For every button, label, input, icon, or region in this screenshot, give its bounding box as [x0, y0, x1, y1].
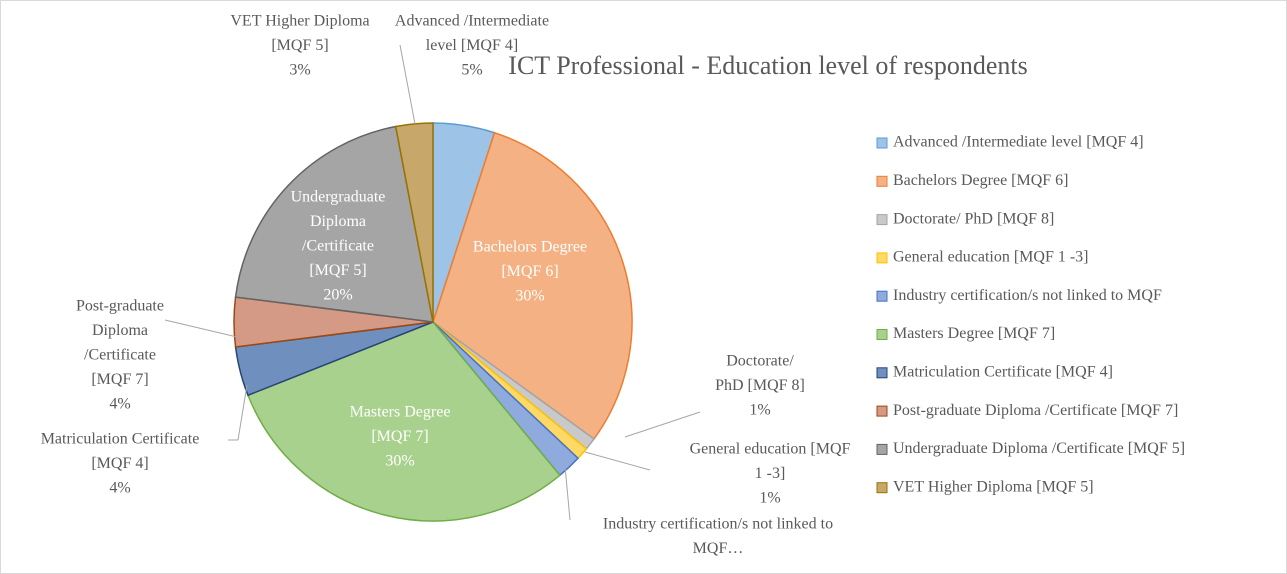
leader-line: [237, 384, 248, 441]
legend-swatch: [876, 329, 888, 340]
data-label: [MQF 5]: [271, 37, 328, 54]
data-label-value: 4%: [109, 480, 130, 497]
data-label: Diploma: [92, 322, 148, 339]
legend-label: Industry certification/s not linked to M…: [893, 287, 1162, 304]
data-label: Doctorate/: [726, 353, 794, 370]
pie-slice: [394, 122, 434, 323]
data-label-value: 4%: [109, 396, 130, 413]
data-label: Post-graduate: [76, 298, 164, 315]
leader-line: [584, 451, 651, 471]
data-label: [MQF 4]: [91, 455, 148, 472]
legend-label: Undergraduate Diploma /Certificate [MQF …: [893, 440, 1185, 457]
data-label: Industry certification/s not linked to: [603, 516, 833, 533]
legend-label: General education [MQF 1 -3]: [893, 249, 1089, 266]
legend-swatch: [876, 137, 888, 149]
leader-line: [564, 465, 571, 521]
data-label-value: 3%: [289, 62, 310, 79]
data-label: level [MQF 4]: [426, 37, 518, 54]
legend-label: VET Higher Diploma [MQF 5]: [893, 478, 1094, 495]
pie-slice: [246, 321, 561, 522]
data-label: Advanced /Intermediate: [395, 13, 549, 30]
data-label: [MQF 5]: [309, 262, 366, 279]
data-label-value: 1%: [759, 490, 780, 507]
legend-label: Masters Degree [MQF 7]: [893, 325, 1055, 342]
legend-swatch: [876, 252, 888, 264]
pie-slice: [432, 131, 633, 441]
legend-swatch: [876, 214, 888, 226]
data-label: [MQF 6]: [501, 263, 558, 280]
legend-label: Matriculation Certificate [MQF 4]: [893, 363, 1113, 380]
data-label: Undergraduate: [291, 189, 386, 206]
data-label: 1 -3]: [755, 465, 786, 482]
leader-line: [399, 44, 416, 125]
chart-title: ICT Professional - Education level of re…: [508, 51, 1027, 80]
data-label: /Certificate: [302, 238, 374, 255]
legend-label: Doctorate/ PhD [MQF 8]: [893, 210, 1054, 227]
data-label: Masters Degree: [350, 404, 451, 421]
data-label-value: 30%: [515, 288, 544, 305]
legend-label: Bachelors Degree [MQF 6]: [893, 172, 1069, 189]
data-label: PhD [MQF 8]: [715, 377, 805, 394]
data-label-value: 20%: [323, 287, 352, 304]
leader-line: [164, 319, 238, 338]
data-label: VET Higher Diploma: [230, 13, 369, 30]
legend-swatch: [876, 175, 888, 187]
legend-swatch: [876, 482, 888, 494]
data-label: [MQF 7]: [91, 371, 148, 388]
legend-swatch: [876, 367, 888, 379]
data-label: MQF…: [693, 540, 744, 557]
legend-swatch: [876, 290, 888, 302]
data-label-value: 1%: [749, 402, 770, 419]
data-label: Matriculation Certificate: [41, 431, 200, 448]
leader-line: [624, 411, 701, 438]
pie-slice: [234, 125, 434, 323]
legend-label: Post-graduate Diploma /Certificate [MQF …: [893, 402, 1178, 419]
legend-swatch: [876, 443, 888, 455]
legend-label: Advanced /Intermediate level [MQF 4]: [893, 134, 1144, 151]
legend-swatch: [876, 405, 888, 417]
data-label: /Certificate: [84, 347, 156, 364]
data-label-value: 30%: [385, 453, 414, 470]
data-label: Bachelors Degree: [473, 239, 587, 256]
data-label: General education [MQF: [690, 441, 851, 458]
data-label: Diploma: [310, 213, 366, 230]
data-label-value: 5%: [461, 62, 482, 79]
data-label: [MQF 7]: [371, 428, 428, 445]
